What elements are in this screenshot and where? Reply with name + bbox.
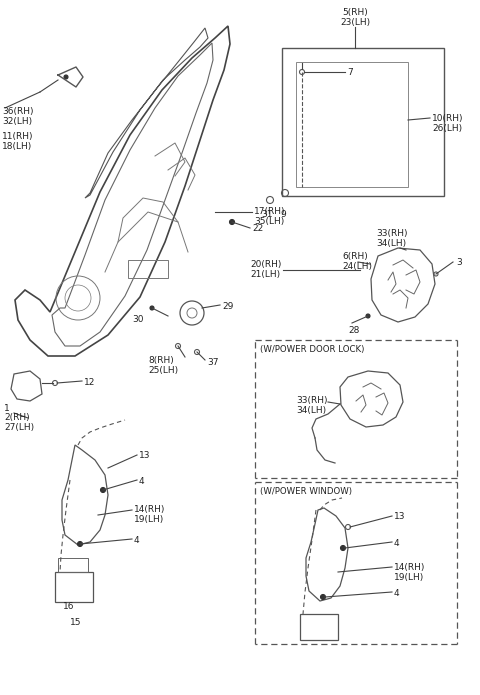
Text: 2(RH)
27(LH): 2(RH) 27(LH): [4, 413, 34, 432]
Circle shape: [366, 314, 370, 318]
Text: 29: 29: [222, 302, 233, 311]
Text: 9: 9: [280, 210, 286, 219]
Text: (W/POWER WINDOW): (W/POWER WINDOW): [260, 487, 352, 496]
Circle shape: [321, 594, 325, 600]
Text: 31: 31: [261, 210, 273, 219]
Text: 7: 7: [347, 68, 353, 77]
Text: 16: 16: [63, 602, 74, 611]
Bar: [55, 572, 93, 602]
Text: 4: 4: [394, 589, 400, 598]
Text: 6(RH): 6(RH): [342, 252, 368, 261]
Text: 11(RH)
18(LH): 11(RH) 18(LH): [2, 132, 34, 152]
Bar: [300, 614, 338, 640]
Text: 3: 3: [456, 258, 462, 267]
Text: 4: 4: [394, 539, 400, 548]
Circle shape: [229, 220, 235, 224]
Text: 8(RH)
25(LH): 8(RH) 25(LH): [148, 356, 178, 375]
Text: 21(LH): 21(LH): [250, 270, 280, 279]
Circle shape: [100, 487, 106, 493]
Text: 10(RH)
26(LH): 10(RH) 26(LH): [432, 114, 464, 133]
Bar: [128, 260, 168, 278]
Text: 37: 37: [207, 358, 218, 367]
Text: 22: 22: [252, 224, 263, 233]
Circle shape: [340, 546, 346, 550]
Text: 23(LH): 23(LH): [340, 18, 370, 27]
Text: (W/POWER DOOR LOCK): (W/POWER DOOR LOCK): [260, 345, 364, 354]
Text: 14(RH)
19(LH): 14(RH) 19(LH): [134, 505, 166, 525]
Bar: [58, 558, 88, 572]
Bar: [282, 48, 444, 196]
Text: 12: 12: [84, 378, 96, 387]
Text: 5(RH): 5(RH): [342, 8, 368, 17]
Bar: [296, 62, 408, 187]
Text: 14(RH)
19(LH): 14(RH) 19(LH): [394, 563, 425, 582]
Text: 4: 4: [139, 477, 144, 486]
Text: 17(RH)
35(LH): 17(RH) 35(LH): [254, 207, 286, 227]
Text: 34(LH): 34(LH): [296, 406, 326, 415]
Text: 4: 4: [134, 536, 140, 545]
Text: 15: 15: [70, 618, 82, 627]
Text: 20(RH): 20(RH): [250, 260, 281, 269]
Text: 36(RH)
32(LH): 36(RH) 32(LH): [2, 107, 34, 126]
Text: 13: 13: [394, 512, 406, 521]
Circle shape: [77, 541, 83, 546]
Circle shape: [64, 75, 68, 79]
Text: 24(LH): 24(LH): [342, 262, 372, 271]
Text: 1: 1: [4, 404, 10, 413]
Text: 33(RH): 33(RH): [296, 396, 327, 405]
Text: 28: 28: [348, 326, 360, 335]
Text: 33(RH): 33(RH): [376, 229, 408, 238]
Text: 13: 13: [139, 451, 151, 460]
Text: 30: 30: [132, 315, 144, 324]
Circle shape: [150, 306, 154, 310]
Text: 34(LH): 34(LH): [376, 239, 406, 248]
